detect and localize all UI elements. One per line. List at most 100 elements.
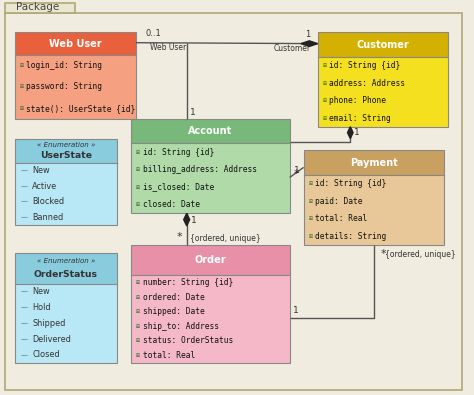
Text: « Enumeration »: « Enumeration » — [37, 142, 95, 149]
Text: OrderStatus: OrderStatus — [34, 270, 98, 279]
Text: 0..1: 0..1 — [145, 28, 161, 38]
Text: Order: Order — [195, 255, 226, 265]
Text: New: New — [32, 166, 50, 175]
Text: Hold: Hold — [32, 303, 51, 312]
Text: total: Real: total: Real — [143, 351, 195, 360]
Text: total: Real: total: Real — [315, 214, 368, 223]
Text: —: — — [20, 320, 27, 326]
Text: 1: 1 — [191, 108, 196, 117]
Text: *: * — [176, 232, 182, 242]
Text: ⊞: ⊞ — [136, 150, 140, 155]
Text: id: String {id}: id: String {id} — [143, 148, 214, 157]
Text: ⊞: ⊞ — [322, 63, 327, 68]
Text: Customer: Customer — [356, 40, 410, 50]
Text: Closed: Closed — [32, 350, 60, 359]
FancyBboxPatch shape — [15, 253, 117, 284]
Text: ship_to: Address: ship_to: Address — [143, 322, 219, 331]
Text: password: String: password: String — [27, 82, 102, 91]
Text: ⊞: ⊞ — [322, 81, 327, 86]
Text: —: — — [20, 214, 27, 220]
Text: ⊞: ⊞ — [136, 184, 140, 190]
FancyBboxPatch shape — [131, 143, 290, 213]
Text: ⊞: ⊞ — [136, 167, 140, 172]
Text: Payment: Payment — [350, 158, 398, 167]
Text: ⊞: ⊞ — [19, 85, 24, 89]
Text: ⊞: ⊞ — [309, 199, 312, 203]
FancyBboxPatch shape — [318, 32, 448, 57]
Text: —: — — [20, 288, 27, 294]
Text: Web User: Web User — [49, 39, 101, 49]
Text: ⊞: ⊞ — [136, 339, 140, 344]
Text: phone: Phone: phone: Phone — [329, 96, 386, 105]
Text: state(): UserState {id}: state(): UserState {id} — [27, 104, 136, 113]
Text: ⊞: ⊞ — [309, 216, 312, 221]
Text: *: * — [381, 248, 386, 259]
Text: number: String {id}: number: String {id} — [143, 278, 233, 287]
Text: New: New — [32, 287, 50, 296]
Text: —: — — [20, 352, 27, 358]
Text: UserState: UserState — [40, 152, 92, 160]
FancyBboxPatch shape — [304, 175, 444, 245]
Text: ⊞: ⊞ — [309, 233, 312, 239]
Text: —: — — [20, 304, 27, 310]
Text: details: String: details: String — [315, 231, 387, 241]
Text: ⊞: ⊞ — [136, 324, 140, 329]
Text: « Enumeration »: « Enumeration » — [37, 258, 95, 264]
Text: Delivered: Delivered — [32, 335, 71, 344]
Text: ⊞: ⊞ — [322, 98, 327, 103]
Text: id: String {id}: id: String {id} — [315, 179, 387, 188]
Text: email: String: email: String — [329, 113, 391, 122]
Text: shipped: Date: shipped: Date — [143, 307, 205, 316]
FancyBboxPatch shape — [318, 57, 448, 127]
Text: ⊞: ⊞ — [136, 202, 140, 207]
Polygon shape — [184, 213, 190, 226]
Text: Web User: Web User — [150, 43, 186, 52]
Text: ⊞: ⊞ — [19, 106, 24, 111]
Text: status: OrderStatus: status: OrderStatus — [143, 337, 233, 346]
Text: Package: Package — [17, 2, 60, 12]
FancyBboxPatch shape — [131, 119, 290, 143]
Text: —: — — [20, 199, 27, 205]
Text: ⊞: ⊞ — [136, 280, 140, 285]
Text: ⊞: ⊞ — [136, 309, 140, 314]
Text: Shipped: Shipped — [32, 319, 66, 328]
Text: {ordered, unique}: {ordered, unique} — [191, 234, 261, 243]
Text: Banned: Banned — [32, 213, 64, 222]
Polygon shape — [301, 41, 318, 47]
Text: {ordered, unique}: {ordered, unique} — [385, 250, 456, 259]
Text: 1: 1 — [191, 216, 197, 225]
FancyBboxPatch shape — [15, 163, 117, 225]
Text: —: — — [20, 183, 27, 189]
Text: Account: Account — [188, 126, 233, 136]
Text: 1: 1 — [293, 306, 299, 315]
Text: Customer: Customer — [273, 44, 310, 53]
Text: 1: 1 — [305, 30, 310, 39]
Text: Active: Active — [32, 182, 57, 191]
Text: address: Address: address: Address — [329, 79, 405, 88]
Text: ⊞: ⊞ — [136, 353, 140, 358]
FancyBboxPatch shape — [131, 245, 290, 275]
Text: ⊞: ⊞ — [322, 115, 327, 120]
Text: ⊞: ⊞ — [309, 181, 312, 186]
FancyBboxPatch shape — [15, 284, 117, 363]
Text: ordered: Date: ordered: Date — [143, 293, 205, 302]
Text: 1: 1 — [294, 166, 300, 175]
FancyBboxPatch shape — [5, 13, 462, 390]
Text: —: — — [20, 167, 27, 173]
Text: paid: Date: paid: Date — [315, 197, 363, 206]
FancyBboxPatch shape — [15, 32, 136, 55]
Text: closed: Date: closed: Date — [143, 200, 200, 209]
Text: id: String {id}: id: String {id} — [329, 61, 401, 70]
Text: 1: 1 — [354, 128, 360, 137]
FancyBboxPatch shape — [15, 139, 117, 163]
FancyBboxPatch shape — [304, 150, 444, 175]
FancyBboxPatch shape — [131, 275, 290, 363]
Text: ⊞: ⊞ — [19, 63, 24, 68]
Text: *: * — [293, 169, 299, 179]
Text: is_closed: Date: is_closed: Date — [143, 182, 214, 192]
Text: —: — — [20, 336, 27, 342]
Polygon shape — [347, 127, 353, 139]
Text: ⊞: ⊞ — [136, 295, 140, 300]
Text: Blocked: Blocked — [32, 197, 64, 206]
FancyBboxPatch shape — [5, 3, 75, 13]
